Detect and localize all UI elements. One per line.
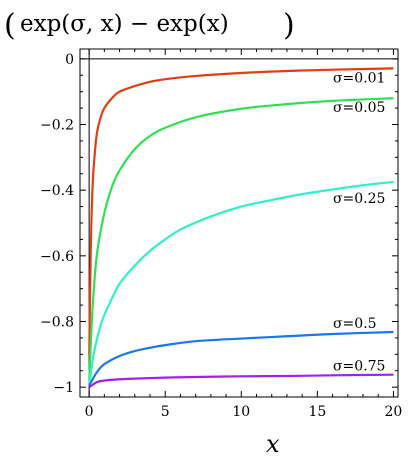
axis-ticks <box>80 49 398 397</box>
series-line-4 <box>88 373 394 389</box>
series-line-3 <box>88 330 394 387</box>
series-label-1: σ=0.05 <box>333 100 385 116</box>
chart-title-close-paren: ) <box>283 8 295 43</box>
x-tick-label: 0 <box>85 404 94 420</box>
chart-title: exp(σ, x) − exp(x) <box>20 11 229 37</box>
series-label-3: σ=0.5 <box>333 316 377 332</box>
x-tick-label: 5 <box>161 404 170 420</box>
series-label-2: σ=0.25 <box>333 191 385 207</box>
x-tick-label: 10 <box>232 404 250 420</box>
series-label-4: σ=0.75 <box>333 359 385 375</box>
x-tick-label: 15 <box>308 404 326 420</box>
chart-title-open-paren: ( <box>4 8 16 43</box>
y-tick-label: −1 <box>53 380 74 396</box>
y-tick-label: −0.6 <box>40 249 74 265</box>
series-lines <box>88 67 394 389</box>
series-label-0: σ=0.01 <box>333 70 385 86</box>
series-line-1 <box>88 97 394 381</box>
axis-tick-labels: 0 5 10 15 20 0 −0.2 −0.4 −0.6 −0.8 −1 <box>40 52 402 420</box>
series-labels: σ=0.01 σ=0.05 σ=0.25 σ=0.5 σ=0.75 <box>333 70 385 374</box>
y-tick-label: −0.4 <box>40 183 74 199</box>
x-tick-label: 20 <box>385 404 403 420</box>
y-tick-label: 0 <box>65 52 74 68</box>
y-tick-label: −0.2 <box>40 118 74 134</box>
x-axis-label: x <box>266 430 280 458</box>
series-line-0 <box>88 67 394 355</box>
y-tick-label: −0.8 <box>40 314 74 330</box>
series-line-2 <box>88 180 394 385</box>
